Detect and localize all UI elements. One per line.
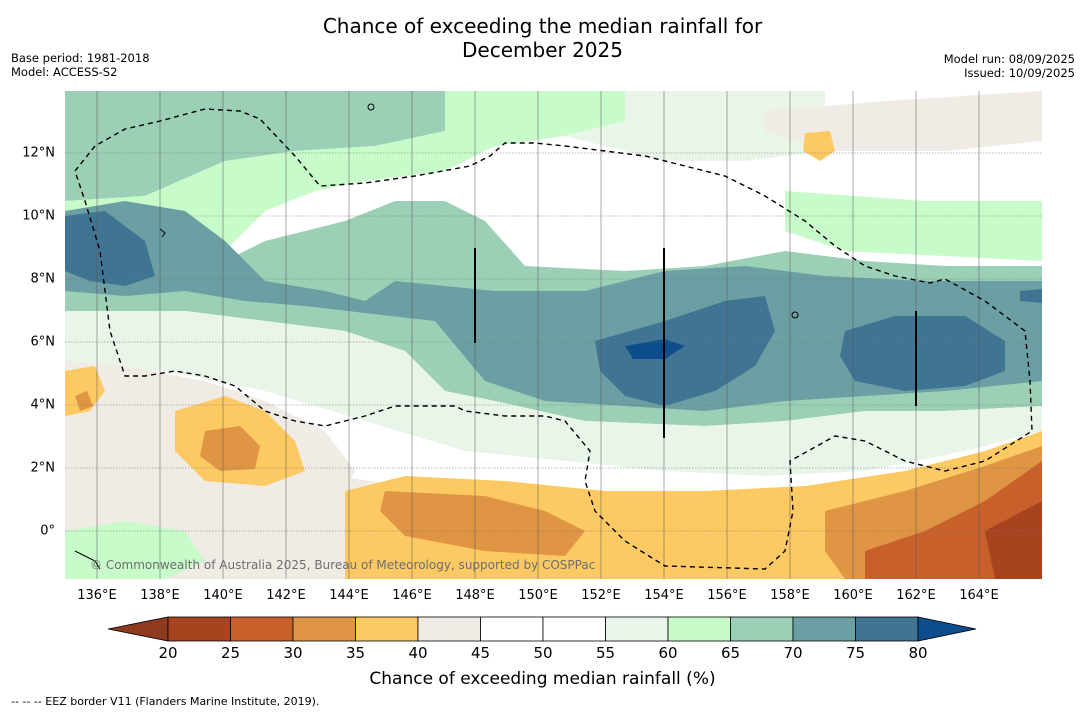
meta-right: Model run: 08/09/2025 Issued: 10/09/2025 bbox=[944, 52, 1075, 80]
colorbar-cell bbox=[230, 616, 294, 642]
cb-tick-60: 60 bbox=[658, 644, 678, 662]
colorbar-under-arrow bbox=[107, 616, 169, 642]
zone-55-south bbox=[65, 311, 1042, 476]
lon-label-142: 142°E bbox=[266, 588, 306, 603]
zone-75-central bbox=[65, 201, 1042, 411]
lon-label-140: 140°E bbox=[203, 588, 243, 603]
spot-35-north bbox=[803, 131, 835, 161]
cb-tick-30: 30 bbox=[283, 644, 303, 662]
zone-35-far-west bbox=[65, 366, 105, 416]
cb-tick-80: 80 bbox=[908, 644, 928, 662]
lon-label-138: 138°E bbox=[140, 588, 180, 603]
lat-label-2n: 2°N bbox=[30, 460, 56, 476]
model-run: Model run: 08/09/2025 bbox=[943, 52, 1075, 66]
base-period: Base period: 1981-2018 bbox=[11, 51, 150, 65]
issued-date: Issued: 10/09/2025 bbox=[964, 66, 1075, 80]
cb-tick-45: 45 bbox=[470, 644, 491, 662]
lat-label-8n: 8°N bbox=[30, 271, 56, 287]
islands bbox=[74, 103, 799, 570]
zone-80-central bbox=[595, 296, 775, 406]
cb-tick-70: 70 bbox=[783, 644, 803, 662]
lon-label-150: 150°E bbox=[518, 588, 558, 603]
lon-label-158: 158°E bbox=[770, 588, 810, 603]
zone-80-east bbox=[840, 316, 1005, 391]
lon-label-146: 146°E bbox=[392, 588, 432, 603]
zone-80-west bbox=[65, 211, 155, 286]
zone-30-south bbox=[380, 491, 585, 556]
colorbar-svg bbox=[107, 616, 977, 642]
chart-title: Chance of exceeding the median rainfall … bbox=[0, 14, 1085, 62]
colorbar-cell bbox=[355, 616, 419, 642]
meta-left: Base period: 1981-2018 Model: ACCESS-S2 bbox=[11, 51, 150, 79]
lon-label-164: 164°E bbox=[959, 588, 999, 603]
colorbar-cell bbox=[605, 616, 669, 642]
spot-30-far-west bbox=[75, 391, 93, 411]
colorbar-over-arrow bbox=[917, 616, 977, 642]
colorbar-cell bbox=[855, 616, 919, 642]
model-name: Model: ACCESS-S2 bbox=[11, 65, 118, 79]
lon-label-162: 162°E bbox=[896, 588, 936, 603]
colorbar-title: Chance of exceeding median rainfall (%) bbox=[369, 669, 716, 689]
lon-label-144: 144°E bbox=[329, 588, 369, 603]
cb-tick-35: 35 bbox=[345, 644, 366, 662]
eez-border bbox=[74, 108, 1033, 570]
colorbar-cell bbox=[480, 616, 544, 642]
cb-tick-75: 75 bbox=[845, 644, 866, 662]
lon-label-160: 160°E bbox=[833, 588, 873, 603]
cb-tick-55: 55 bbox=[595, 644, 616, 662]
title-line-2: December 2025 bbox=[462, 38, 623, 62]
colorbar-cell bbox=[292, 616, 356, 642]
colorbar-cell bbox=[730, 616, 794, 642]
zone-40-north-east bbox=[765, 91, 1042, 151]
colorbar bbox=[107, 616, 978, 646]
graticule bbox=[65, 152, 1042, 532]
eez-legend-note: -- -- -- EEZ border V11 (Flanders Marine… bbox=[11, 695, 320, 708]
cb-tick-65: 65 bbox=[720, 644, 741, 662]
lon-label-154: 154°E bbox=[644, 588, 684, 603]
zone-over-80 bbox=[625, 339, 685, 359]
colorbar-cell bbox=[417, 616, 481, 642]
lat-label-12n: 12°N bbox=[22, 145, 55, 161]
lon-label-136: 136°E bbox=[77, 588, 117, 603]
marker-lines bbox=[474, 248, 917, 438]
cb-tick-20: 20 bbox=[158, 644, 178, 662]
lat-label-10n: 10°N bbox=[22, 208, 55, 224]
zone-55-north bbox=[565, 91, 825, 161]
lon-label-152: 152°E bbox=[581, 588, 621, 603]
lat-label-0: 0° bbox=[40, 523, 55, 539]
cb-tick-25: 25 bbox=[220, 644, 241, 662]
cb-tick-40: 40 bbox=[408, 644, 428, 662]
zone-60-southwest bbox=[65, 521, 205, 579]
map-area bbox=[65, 91, 1042, 579]
lat-label-6n: 6°N bbox=[30, 334, 56, 350]
title-line-1: Chance of exceeding the median rainfall … bbox=[322, 14, 763, 38]
colorbar-cell bbox=[792, 616, 856, 642]
colorbar-cell bbox=[542, 616, 606, 642]
zone-20-east bbox=[985, 501, 1042, 579]
zone-60-east bbox=[785, 191, 1042, 261]
zone-30-west bbox=[200, 426, 260, 471]
colorbar-cell bbox=[667, 616, 731, 642]
lat-label-4n: 4°N bbox=[30, 397, 56, 413]
lon-label-148: 148°E bbox=[455, 588, 495, 603]
meridians bbox=[96, 91, 980, 579]
copyright-text: © Commonwealth of Australia 2025, Bureau… bbox=[90, 558, 596, 572]
zone-80-far-east bbox=[1020, 289, 1042, 303]
rainfall-map bbox=[65, 91, 1042, 579]
cb-tick-50: 50 bbox=[533, 644, 553, 662]
lon-label-156: 156°E bbox=[707, 588, 747, 603]
colorbar-cell bbox=[167, 616, 231, 642]
